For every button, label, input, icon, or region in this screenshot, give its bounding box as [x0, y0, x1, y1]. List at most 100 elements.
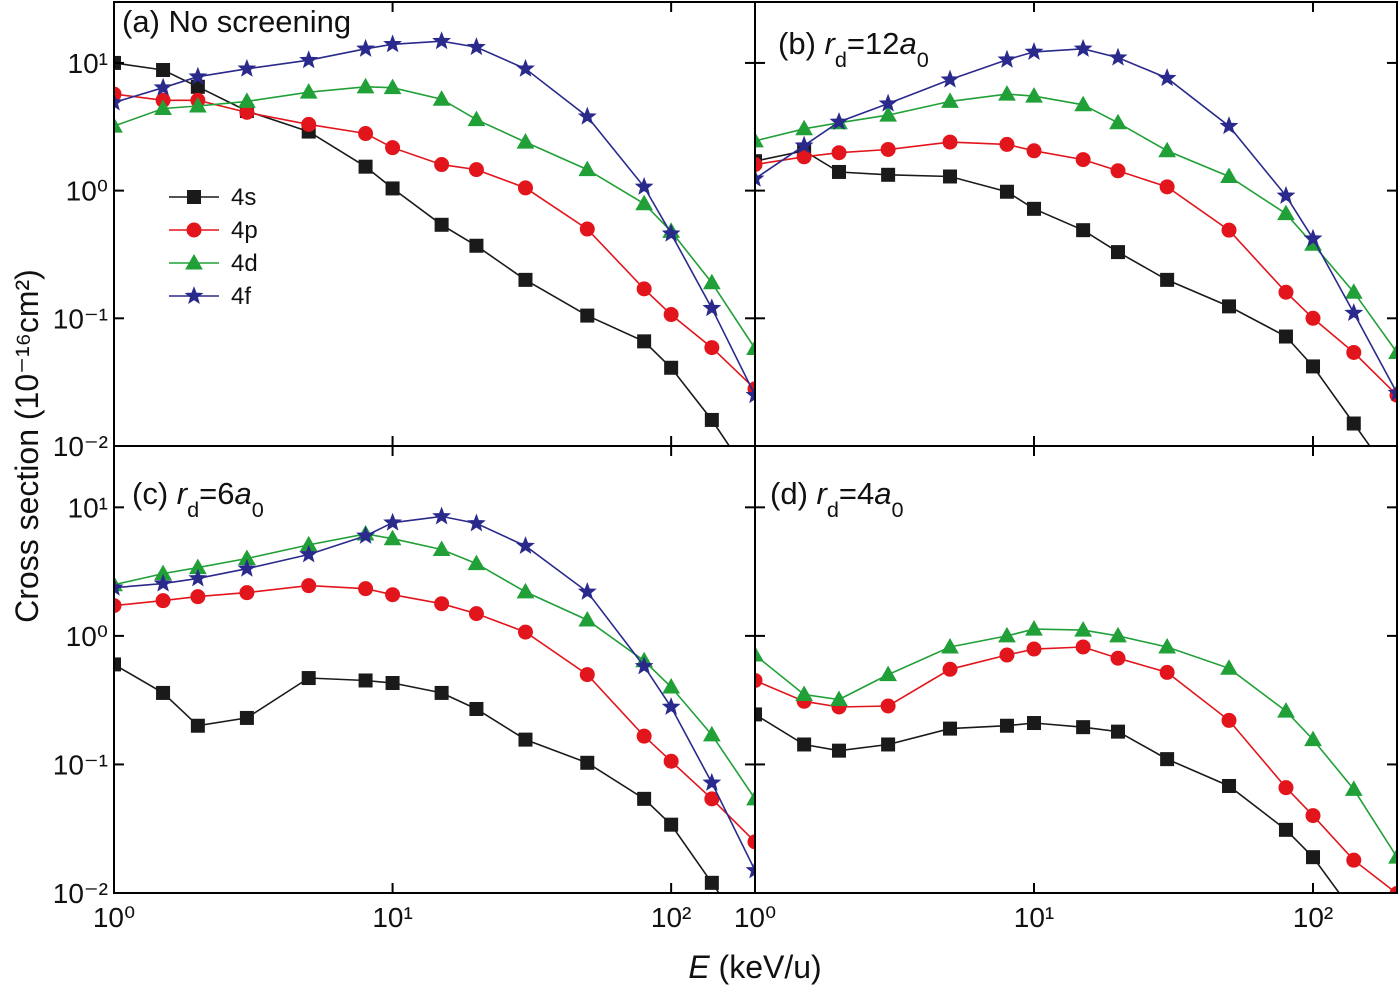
marker — [941, 92, 959, 108]
marker — [747, 834, 755, 850]
marker — [1074, 621, 1092, 637]
marker — [635, 194, 654, 211]
marker — [997, 49, 1017, 68]
marker — [1108, 47, 1128, 66]
marker — [1391, 478, 1400, 491]
marker — [154, 99, 172, 115]
marker — [1109, 626, 1127, 643]
marker — [188, 568, 208, 587]
marker — [469, 238, 484, 253]
frame — [113, 1, 756, 447]
marker — [941, 637, 959, 654]
marker — [637, 791, 652, 806]
marker — [383, 34, 403, 53]
marker — [301, 116, 317, 132]
marker — [1277, 204, 1295, 221]
text-part: 0 — [917, 47, 929, 72]
marker — [383, 529, 402, 546]
marker — [239, 710, 254, 725]
marker — [385, 181, 400, 196]
marker — [190, 589, 206, 605]
marker — [943, 169, 958, 184]
marker — [1160, 272, 1175, 287]
marker — [1219, 116, 1239, 135]
text-part: Cross section (10⁻¹⁶cm²) — [9, 269, 45, 623]
x-tick-label: 10² — [651, 902, 691, 933]
marker — [153, 573, 173, 592]
marker — [186, 222, 202, 238]
marker — [1158, 141, 1176, 158]
marker — [358, 581, 374, 597]
marker — [1110, 724, 1125, 739]
text-part: a — [899, 26, 916, 61]
series-line — [755, 93, 1397, 353]
marker — [385, 140, 401, 156]
marker — [466, 37, 486, 56]
panel-title: (c) rd=6a0 — [132, 476, 264, 522]
marker — [880, 141, 896, 157]
marker — [518, 272, 533, 287]
panel-title: (b) rd=12a0 — [778, 26, 929, 72]
marker — [636, 728, 652, 744]
marker — [468, 162, 484, 178]
marker — [114, 117, 123, 133]
marker — [794, 135, 814, 154]
marker — [942, 661, 958, 677]
marker — [999, 718, 1014, 733]
marker — [702, 772, 722, 791]
marker — [636, 281, 652, 297]
marker — [1388, 343, 1397, 359]
series-line — [755, 141, 1397, 396]
x-tick-label: 10⁰ — [734, 902, 776, 933]
marker — [1305, 808, 1321, 824]
marker — [1220, 167, 1238, 183]
marker — [1110, 650, 1126, 666]
marker — [879, 106, 897, 122]
marker — [579, 221, 595, 237]
marker — [1388, 848, 1397, 864]
frame — [754, 445, 1398, 894]
marker — [1027, 201, 1042, 216]
y-axis-label: Cross section (10⁻¹⁶cm²) — [9, 269, 45, 623]
marker — [755, 157, 763, 173]
y-tick-label: 10⁻² — [53, 431, 108, 462]
y-tick-label: 10⁻¹ — [53, 303, 108, 334]
text-part: d — [835, 47, 847, 72]
marker — [702, 725, 721, 742]
marker — [385, 587, 401, 603]
marker — [299, 83, 318, 99]
marker — [516, 133, 535, 149]
marker — [1278, 780, 1294, 796]
marker — [432, 90, 451, 106]
marker — [432, 31, 452, 50]
marker — [1276, 185, 1296, 204]
marker — [745, 385, 755, 404]
marker — [383, 512, 403, 531]
marker — [156, 63, 171, 78]
x-axis-label: E (keV/u) — [688, 949, 821, 985]
marker — [580, 308, 595, 323]
legend-label: 4f — [231, 283, 251, 310]
series-line — [755, 628, 1397, 858]
marker — [755, 131, 764, 148]
marker — [880, 698, 896, 714]
text-part: d — [827, 497, 839, 522]
marker — [1075, 152, 1091, 168]
marker — [239, 585, 255, 601]
series-line — [755, 47, 1397, 394]
text-part: r — [825, 26, 837, 61]
plot-area — [114, 31, 755, 446]
marker — [999, 647, 1015, 663]
marker — [517, 180, 533, 196]
marker — [356, 38, 376, 57]
marker — [518, 732, 533, 747]
marker — [299, 544, 319, 563]
marker — [468, 606, 484, 622]
marker — [578, 610, 597, 627]
marker — [469, 701, 484, 716]
marker — [1344, 283, 1363, 299]
marker — [1277, 702, 1295, 718]
marker — [704, 340, 720, 356]
marker — [942, 134, 958, 150]
marker — [578, 160, 597, 177]
